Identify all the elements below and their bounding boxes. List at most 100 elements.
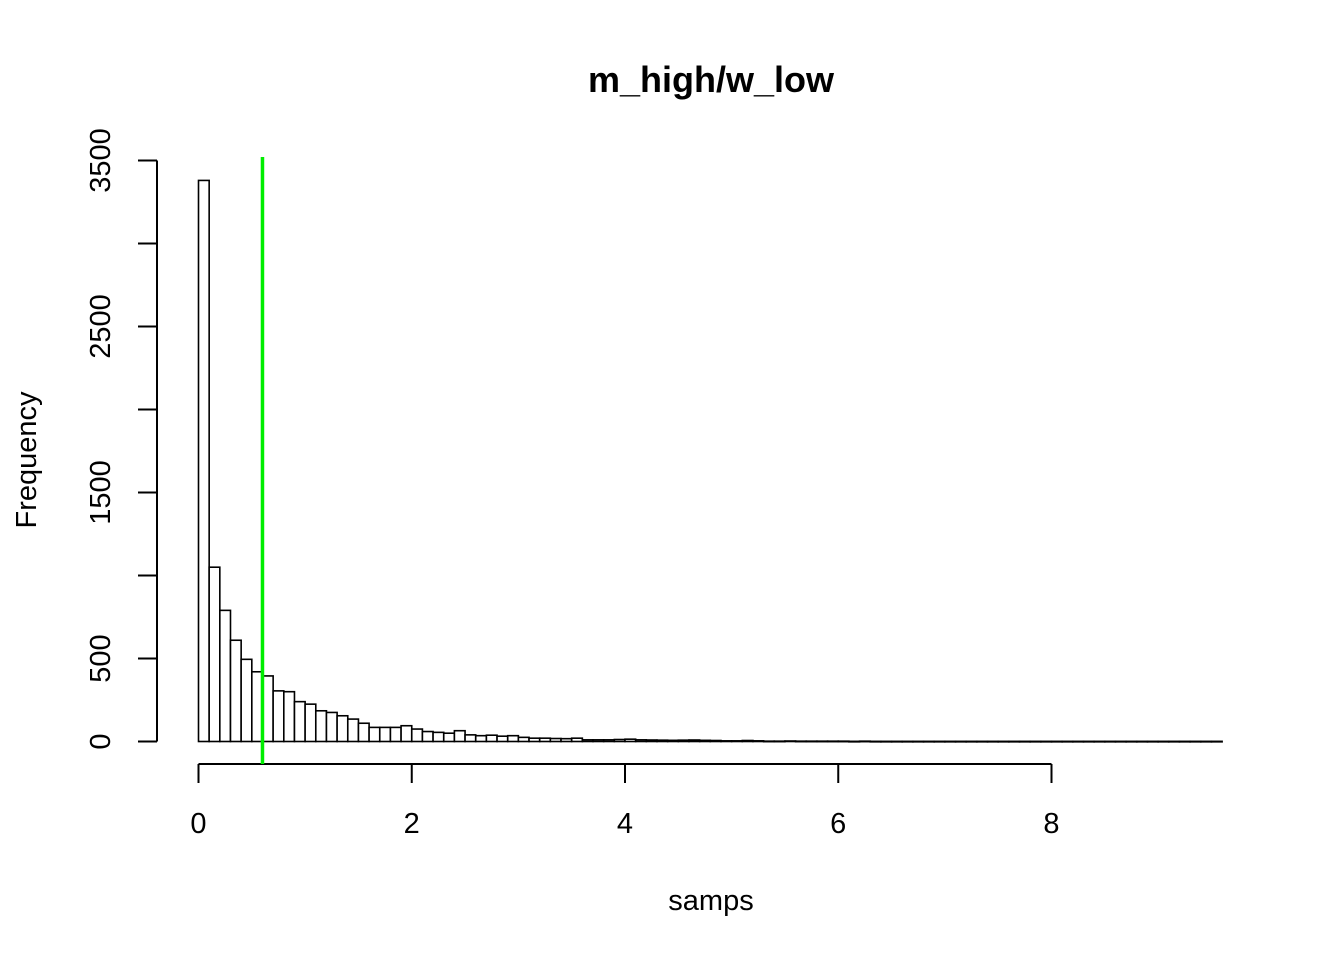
histogram-bar	[901, 740, 914, 743]
histogram-bar	[1008, 740, 1021, 743]
histogram-bar	[336, 714, 349, 743]
histogram-bar	[1082, 740, 1095, 743]
y-tick-label: 2500	[85, 294, 117, 359]
histogram-bar	[666, 739, 680, 743]
x-tick-label: 8	[1043, 808, 1059, 840]
histogram-bar	[592, 739, 605, 743]
histogram-bar	[837, 740, 850, 743]
histogram-bar	[549, 737, 562, 743]
histogram-bar	[997, 740, 1010, 743]
histogram-bar	[933, 740, 946, 743]
histogram-bar	[912, 740, 925, 743]
histogram-bar	[869, 740, 882, 743]
y-tick-label: 1500	[85, 460, 117, 525]
histogram-bar	[880, 740, 893, 743]
histogram-bar	[613, 738, 626, 743]
y-tick-label: 500	[85, 634, 117, 682]
histogram-bar	[944, 740, 957, 743]
histogram-bar	[1072, 740, 1085, 743]
histogram-bar	[389, 726, 402, 743]
histogram-bar	[741, 739, 754, 743]
x-axis: 0 2 4 6 8	[190, 763, 1060, 840]
chart-title: m_high/w_low	[588, 59, 835, 100]
histogram-bar	[538, 737, 552, 743]
histogram-bar	[602, 739, 616, 743]
y-axis: 0 500 1500 2500 3500	[85, 128, 158, 750]
histogram-bar	[656, 739, 669, 743]
histogram-bar	[1029, 740, 1042, 743]
x-tick-label: 6	[830, 808, 846, 840]
histogram-bar	[858, 740, 872, 743]
histogram-bar	[848, 740, 861, 743]
x-axis-label: samps	[668, 885, 753, 917]
histogram-bar	[304, 703, 317, 743]
histogram-bar	[752, 740, 765, 743]
histogram-bar	[400, 724, 413, 743]
histogram-bar	[197, 179, 210, 743]
histogram-bar	[1199, 740, 1213, 743]
histogram-bar	[282, 690, 296, 743]
histogram-bar	[794, 740, 808, 743]
histogram-bar	[421, 730, 434, 743]
histogram-bar	[954, 740, 967, 743]
histogram-bar	[922, 740, 936, 743]
histogram-bar	[762, 740, 776, 743]
y-tick-label: 0	[85, 733, 117, 749]
histogram-bar	[986, 740, 999, 743]
histogram-bar	[1210, 740, 1223, 743]
histogram-bar	[506, 734, 520, 743]
histogram-bar	[1040, 740, 1053, 743]
histogram-bar	[890, 740, 904, 743]
histogram-bar	[976, 740, 989, 743]
histogram-bar	[1178, 740, 1191, 743]
histogram-bar	[624, 738, 637, 743]
histogram-bar	[634, 739, 648, 743]
histogram-bar	[357, 722, 370, 743]
histogram-bar	[219, 609, 232, 743]
histogram-bar	[805, 740, 818, 743]
histogram-bar	[1050, 740, 1063, 743]
histogram-bar	[346, 718, 360, 743]
histogram-bar	[645, 739, 658, 743]
histogram-bar	[485, 734, 498, 743]
histogram-bar	[784, 740, 797, 743]
histogram-bar	[1093, 740, 1106, 743]
histogram-bar	[1146, 740, 1159, 743]
histogram-bar	[1018, 740, 1031, 743]
histogram-bar	[1136, 740, 1149, 743]
histogram-bar	[410, 728, 424, 743]
histogram-bar	[720, 740, 733, 743]
histogram-bar	[293, 700, 306, 743]
histogram-bar	[1157, 740, 1170, 743]
histogram-bar	[368, 726, 381, 743]
histogram-bar	[314, 709, 328, 743]
histogram-bar	[442, 732, 456, 743]
histogram-bar	[240, 658, 253, 743]
histogram-bar	[581, 739, 594, 743]
histogram-bar	[826, 740, 840, 743]
histogram-bar	[464, 734, 477, 743]
histogram-bar	[570, 737, 584, 743]
y-tick-label: 3500	[85, 128, 117, 193]
histogram-bar	[1125, 740, 1138, 743]
x-tick-label: 4	[617, 808, 633, 840]
x-tick-label: 0	[190, 808, 206, 840]
histogram-bar	[208, 566, 221, 743]
histogram-bar	[698, 739, 712, 743]
histogram-bar	[1189, 740, 1202, 743]
histogram-bars	[197, 179, 1223, 743]
histogram-bar	[1167, 740, 1181, 743]
x-tick-label: 2	[404, 808, 420, 840]
histogram-bar	[1114, 740, 1127, 743]
histogram-bar	[677, 739, 690, 743]
histogram-bar	[560, 737, 573, 743]
histogram-bar	[453, 729, 466, 743]
histogram-bar	[378, 726, 392, 743]
histogram-bar	[773, 740, 786, 743]
histogram-bar	[1061, 740, 1074, 743]
histogram-bar	[709, 739, 722, 743]
histogram-bar	[730, 740, 744, 743]
y-axis-label: Frequency	[11, 391, 43, 529]
histogram-bar	[816, 740, 829, 743]
